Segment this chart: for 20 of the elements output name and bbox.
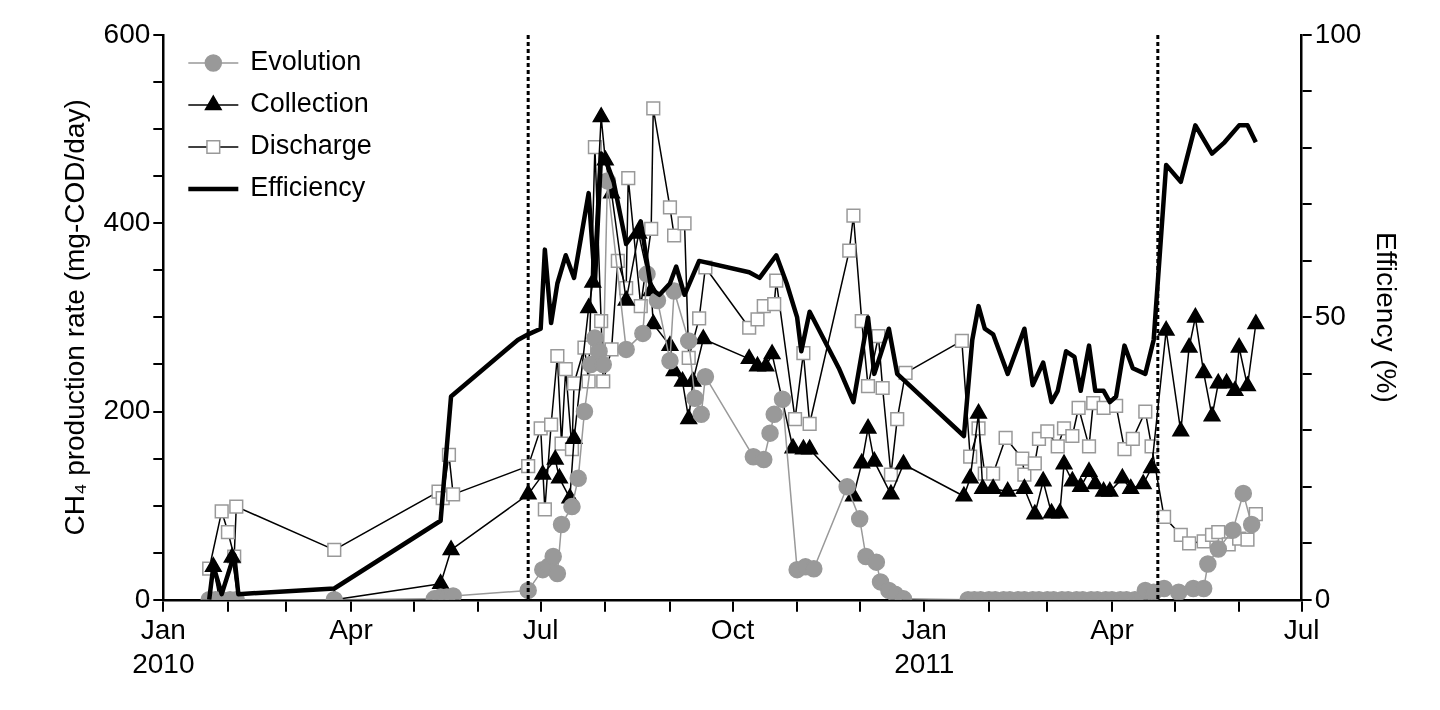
y2-axis-title: Efficiency (%) <box>1371 232 1403 403</box>
x-tick-label: Oct <box>710 614 755 646</box>
y-tick-label: 0 <box>134 582 151 614</box>
x-tick-label: Jul <box>1283 614 1320 646</box>
y-tick-label: 600 <box>103 17 151 49</box>
y-axis-title: CH₄ production rate (mg-COD/day) <box>58 99 90 536</box>
x-tick-label: Apr <box>1090 614 1134 646</box>
legend-label: Discharge <box>250 130 372 161</box>
legend-label: Evolution <box>250 46 362 77</box>
legend-label: Efficiency <box>250 172 366 203</box>
x-tick-label: Jan 2011 <box>894 614 955 679</box>
x-tick-label: Jan 2010 <box>132 614 195 679</box>
y-tick-label: 400 <box>103 205 151 237</box>
y2-tick-label: 0 <box>1314 582 1331 614</box>
y2-tick-label: 100 <box>1314 17 1362 49</box>
y-tick-label: 200 <box>103 394 151 426</box>
x-tick-label: Apr <box>329 614 373 646</box>
x-tick-label: Jul <box>522 614 559 646</box>
legend-label: Collection <box>250 88 369 119</box>
y2-tick-label: 50 <box>1314 300 1346 332</box>
